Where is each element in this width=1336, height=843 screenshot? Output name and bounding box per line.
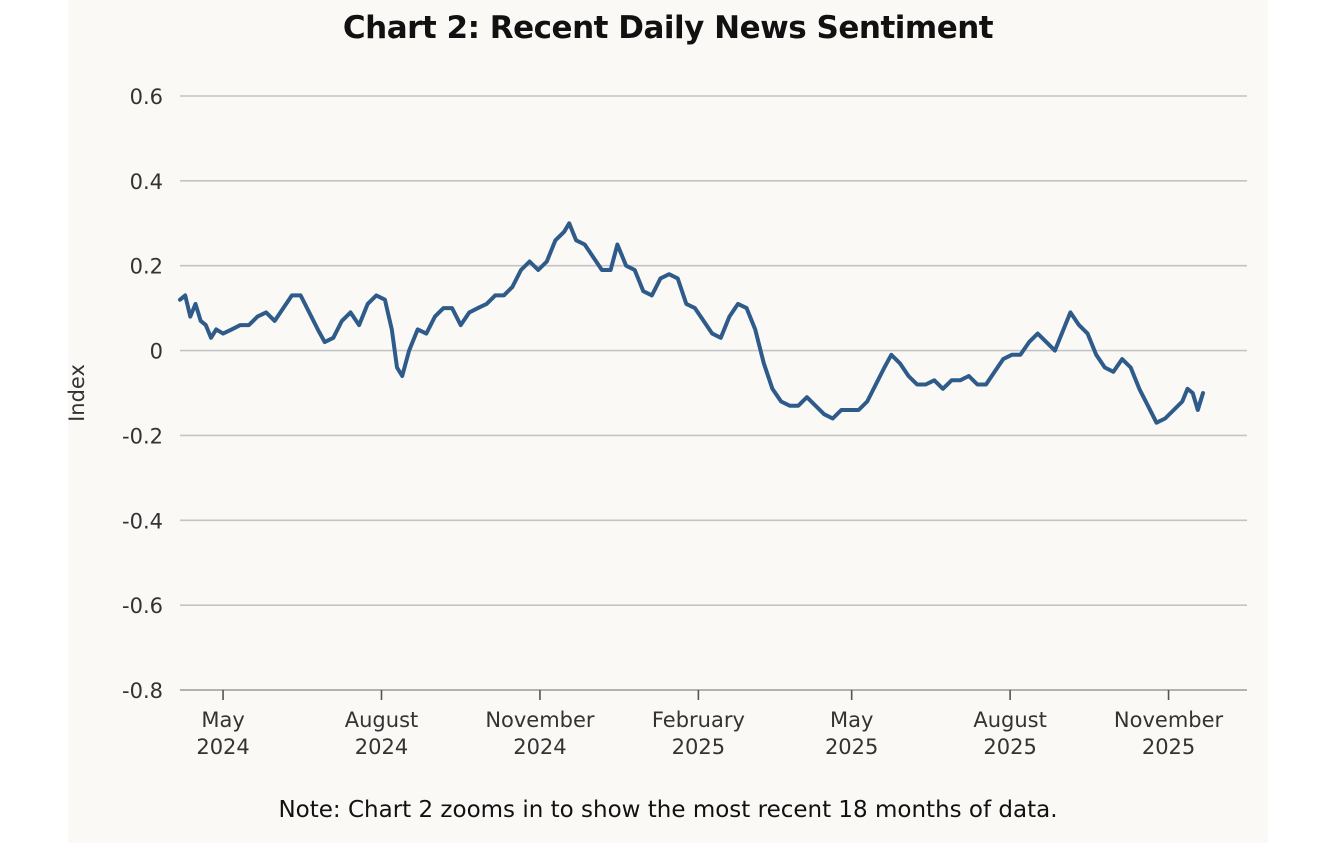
x-tick-year: 2025 [825, 735, 878, 759]
y-axis-tick-labels: 0.6 0.4 0.2 0 -0.2 -0.4 -0.6 -0.8 [122, 85, 163, 703]
y-tick-label: -0.8 [122, 679, 163, 703]
x-tick-year: 2025 [1142, 735, 1195, 759]
y-axis-title: Index [65, 364, 89, 422]
chart-panel [68, 0, 1268, 843]
y-tick-label: -0.2 [122, 424, 163, 448]
y-tick-label: 0.6 [130, 85, 163, 109]
x-tick-month: August [345, 708, 419, 732]
series-group [178, 221, 1205, 425]
x-tick-month: May [201, 708, 244, 732]
y-tick-label: -0.4 [122, 509, 163, 533]
x-tick-month: November [485, 708, 595, 732]
x-tick-month: May [830, 708, 873, 732]
x-tick-month: August [973, 708, 1047, 732]
series-line [178, 221, 1205, 425]
y-tick-label: 0.4 [130, 170, 163, 194]
x-tick-year: 2024 [355, 735, 408, 759]
x-tick-month: November [1114, 708, 1224, 732]
gridlines [180, 95, 1247, 691]
x-tick-year: 2024 [513, 735, 566, 759]
chart-note: Note: Chart 2 zooms in to show the most … [278, 797, 1058, 823]
y-tick-label: 0.2 [130, 255, 163, 279]
x-tick-year: 2025 [983, 735, 1036, 759]
x-tick-year: 2025 [672, 735, 725, 759]
x-tick-month: February [652, 708, 745, 732]
x-axis: May 2024 August 2024 November 2024 February 202… [196, 690, 1224, 759]
y-tick-label: 0 [150, 340, 163, 364]
y-tick-label: -0.6 [122, 594, 163, 618]
chart-title: Chart 2: Recent Daily News Sentiment [342, 10, 994, 46]
x-tick-year: 2024 [196, 735, 249, 759]
